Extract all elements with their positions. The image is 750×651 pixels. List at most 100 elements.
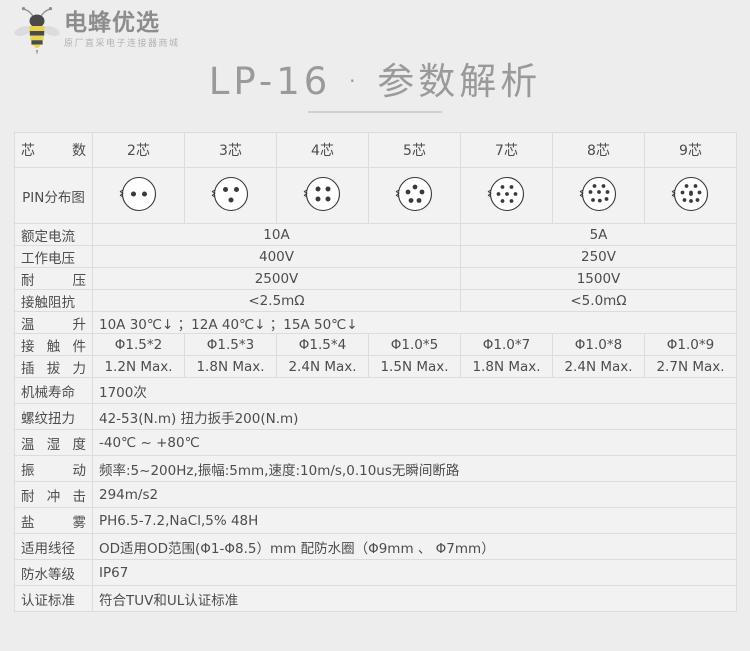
row-label-part-1: 盐	[21, 514, 35, 531]
row-label-insertion-force: 插拔力	[14, 355, 93, 378]
contact-size-col-7: Φ1.0*9	[644, 333, 737, 356]
row-label-part-1: 接	[21, 338, 35, 355]
mechanical-life-value: 1700次	[92, 377, 737, 404]
header-label-core-count: 芯 数	[14, 132, 93, 168]
row-temp-humidity: 温湿度 -40℃ ~ +80℃	[14, 429, 737, 456]
header-col-4: 5芯	[368, 132, 461, 168]
row-label-part-1: 插	[21, 360, 35, 377]
row-label-part-3: 件	[72, 338, 87, 355]
row-label-part-2: 湿	[46, 436, 61, 453]
contact-size-col-6: Φ1.0*8	[552, 333, 645, 356]
row-label-rated-current: 额定电流	[14, 223, 93, 246]
row-label-thread-torque: 螺纹扭力	[14, 403, 93, 430]
spec-table-body: 芯 数 2芯 3芯 4芯 5芯 7芯 8芯 9芯 PIN分布图 额定电流 10A 5A 工作电压 4…	[14, 132, 737, 612]
row-label-part-2: 升	[72, 316, 87, 333]
row-vibration: 振 动 频率:5~200Hz,振幅:5mm,速度:10m/s,0.10us无瞬间…	[14, 455, 737, 482]
pin-diagram-2-pin	[92, 167, 185, 224]
rated-current-high-pin-value: 5A	[460, 223, 737, 246]
insertion-force-col-3: 2.4N Max.	[276, 355, 369, 378]
contact-resistance-high-pin-value: <5.0mΩ	[460, 289, 737, 312]
contact-size-col-5: Φ1.0*7	[460, 333, 553, 356]
cable-diameter-value: OD适用OD范围(Φ1-Φ8.5）mm 配防水圈（Φ9mm 、 Φ7mm）	[92, 533, 737, 560]
row-working-voltage: 工作电压 400V 250V	[14, 245, 737, 268]
table-header-row: 芯 数 2芯 3芯 4芯 5芯 7芯 8芯 9芯	[14, 132, 737, 168]
row-label-part-2: 触	[46, 338, 61, 355]
title-underline	[308, 111, 442, 113]
row-label-part-2: 压	[72, 272, 87, 289]
row-withstand-voltage: 耐 压 2500V 1500V	[14, 267, 737, 290]
salt-spray-value: PH6.5-7.2,NaCl,5% 48H	[92, 507, 737, 534]
row-label-part-1: 耐	[21, 488, 35, 505]
header-col-6: 8芯	[552, 132, 645, 168]
row-label-shock-resistance: 耐冲击	[14, 481, 93, 508]
brand-slogan: 原厂直采电子连接器商城	[64, 39, 180, 49]
spec-table: 芯 数 2芯 3芯 4芯 5芯 7芯 8芯 9芯 PIN分布图 额定电流 10A 5A 工作电压 4…	[14, 132, 737, 612]
row-label-certification: 认证标准	[14, 585, 93, 612]
pin-diagram-7-pin	[460, 167, 553, 224]
header-col-5: 7芯	[460, 132, 553, 168]
insertion-force-col-7: 2.7N Max.	[644, 355, 737, 378]
bee-icon	[14, 6, 60, 58]
row-label-part-1: 温	[21, 436, 35, 453]
pin-diagram-4-pin	[276, 167, 369, 224]
row-label-withstand-voltage: 耐 压	[14, 267, 93, 290]
header-label-part-2: 数	[72, 143, 86, 159]
working-voltage-high-pin-value: 250V	[460, 245, 737, 268]
row-salt-spray: 盐 雾 PH6.5-7.2,NaCl,5% 48H	[14, 507, 737, 534]
page-title-model: LP-16	[208, 60, 332, 103]
row-contact-resistance: 接触阻抗 <2.5mΩ <5.0mΩ	[14, 289, 737, 312]
row-label-mechanical-life: 机械寿命	[14, 377, 93, 404]
pin-diagram-8-pin	[552, 167, 645, 224]
spec-table-wrapper: 芯 数 2芯 3芯 4芯 5芯 7芯 8芯 9芯 PIN分布图 额定电流 10A 5A 工作电压 4…	[14, 132, 737, 612]
withstand-voltage-low-pin-value: 2500V	[92, 267, 461, 290]
row-label-part-2: 冲	[46, 488, 61, 505]
row-certification: 认证标准 符合TUV和UL认证标准	[14, 585, 737, 612]
row-mechanical-life: 机械寿命 1700次	[14, 377, 737, 404]
working-voltage-low-pin-value: 400V	[92, 245, 461, 268]
insertion-force-col-1: 1.2N Max.	[92, 355, 185, 378]
row-label-temperature-rise: 温 升	[14, 311, 93, 334]
contact-size-col-3: Φ1.5*4	[276, 333, 369, 356]
row-thread-torque: 螺纹扭力 42-53(N.m) 扭力扳手200(N.m)	[14, 403, 737, 430]
row-label-part-1: 温	[21, 316, 35, 333]
row-label-temp-humidity: 温湿度	[14, 429, 93, 456]
row-label-cable-diameter: 适用线径	[14, 533, 93, 560]
contact-size-col-1: Φ1.5*2	[92, 333, 185, 356]
temp-humidity-value: -40℃ ~ +80℃	[92, 429, 737, 456]
row-label-part-1: 耐	[21, 272, 35, 289]
row-label-part-2: 雾	[72, 514, 87, 531]
insertion-force-col-6: 2.4N Max.	[552, 355, 645, 378]
page-title-block: LP-16 · 参数解析	[0, 58, 750, 113]
pin-diagram-5-pin	[368, 167, 461, 224]
header-col-7: 9芯	[644, 132, 737, 168]
row-waterproof-rating: 防水等级 IP67	[14, 559, 737, 586]
header-col-2: 3芯	[184, 132, 277, 168]
row-label-part-1: 振	[21, 462, 35, 479]
row-label-part-2: 拔	[46, 360, 61, 377]
page-title: LP-16 · 参数解析	[0, 58, 750, 105]
brand-logo: 电蜂优选 原厂直采电子连接器商城	[14, 6, 180, 58]
header-col-3: 4芯	[276, 132, 369, 168]
waterproof-rating-value: IP67	[92, 559, 737, 586]
vibration-value: 频率:5~200Hz,振幅:5mm,速度:10m/s,0.10us无瞬间断路	[92, 455, 737, 482]
row-label-pin-diagram: PIN分布图	[14, 167, 93, 224]
pin-diagram-9-pin	[644, 167, 737, 224]
pin-diagram-row: PIN分布图	[14, 167, 737, 224]
rated-current-low-pin-value: 10A	[92, 223, 461, 246]
row-label-working-voltage: 工作电压	[14, 245, 93, 268]
row-label-part-2: 动	[72, 462, 87, 479]
page-title-separator: ·	[349, 69, 360, 93]
withstand-voltage-high-pin-value: 1500V	[460, 267, 737, 290]
shock-resistance-value: 294m/s2	[92, 481, 737, 508]
row-label-part-3: 度	[72, 436, 87, 453]
row-label-part-3: 击	[72, 488, 87, 505]
insertion-force-col-2: 1.8N Max.	[184, 355, 277, 378]
contact-resistance-low-pin-value: <2.5mΩ	[92, 289, 461, 312]
row-label-waterproof-rating: 防水等级	[14, 559, 93, 586]
header-col-1: 2芯	[92, 132, 185, 168]
row-rated-current: 额定电流 10A 5A	[14, 223, 737, 246]
insertion-force-col-4: 1.5N Max.	[368, 355, 461, 378]
row-shock-resistance: 耐冲击 294m/s2	[14, 481, 737, 508]
temperature-rise-value: 10A 30℃↓ ；12A 40℃↓ ；15A 50℃↓	[92, 311, 737, 334]
contact-size-col-2: Φ1.5*3	[184, 333, 277, 356]
